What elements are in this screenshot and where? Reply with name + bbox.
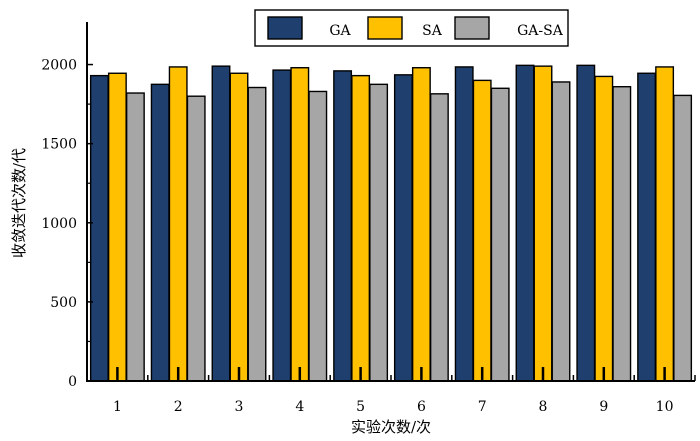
y-ticks: 0 500 1000 1500 2000 (41, 58, 93, 390)
bar-sa-2 (168, 66, 188, 382)
bar-sa-6 (411, 67, 431, 382)
x-tick-label-4: 4 (295, 399, 304, 415)
bar-ga-1 (89, 74, 109, 382)
bar-ga-5 (333, 70, 353, 382)
bar-ga-sa-3 (247, 86, 267, 382)
legend-label-ga-sa: GA-SA (517, 23, 564, 39)
x-axis-label: 实验次数/次 (351, 418, 431, 436)
legend-swatch-ga (267, 16, 303, 40)
y-tick-label: 2000 (41, 58, 77, 74)
bar-ga-9 (576, 64, 596, 382)
bar-ga-sa-6 (429, 93, 449, 382)
bar-sa-7 (472, 79, 492, 382)
bar-ga-sa-7 (490, 87, 510, 382)
x-tick-label-9: 9 (599, 399, 608, 415)
bar-ga-sa-10 (673, 94, 693, 382)
bar-ga-7 (454, 66, 474, 382)
bar-sa-8 (533, 65, 553, 382)
x-tick-label-5: 5 (356, 399, 365, 415)
bar-ga-2 (150, 83, 170, 382)
x-tick-label-2: 2 (174, 399, 183, 415)
x-tick-label-8: 8 (539, 399, 548, 415)
bar-ga-sa-8 (551, 81, 571, 382)
bar-sa-1 (107, 72, 127, 382)
bar-ga-4 (272, 69, 292, 382)
bar-ga-8 (515, 64, 535, 382)
x-ticks: 1 2 3 4 5 6 7 8 9 10 (86, 367, 696, 415)
legend-swatch-sa (367, 16, 403, 40)
bar-ga-3 (211, 65, 231, 382)
bar-ga-sa-2 (186, 95, 206, 382)
bar-sa-3 (229, 72, 249, 382)
x-tick-label-7: 7 (478, 399, 487, 415)
y-axis-label: 收敛迭代次数/代 (10, 148, 28, 258)
x-tick-label-10: 10 (656, 399, 674, 415)
bar-sa-10 (655, 66, 675, 382)
y-tick-label: 500 (50, 295, 77, 311)
bar-ga-sa-9 (612, 86, 632, 382)
bar-ga-sa-4 (308, 90, 328, 382)
bars-layer (89, 64, 693, 382)
legend-swatch-ga-sa (454, 16, 490, 40)
legend-label-ga: GA (329, 23, 351, 39)
bar-ga-sa-1 (125, 92, 145, 382)
y-tick-label: 1500 (41, 137, 77, 153)
bar-sa-9 (594, 75, 614, 382)
x-tick-label-1: 1 (113, 399, 122, 415)
legend: GA SA GA-SA (254, 9, 569, 47)
bar-sa-4 (290, 67, 310, 382)
bar-ga-6 (393, 74, 413, 382)
x-tick-label-3: 3 (235, 399, 244, 415)
y-tick-label: 1000 (41, 216, 77, 232)
legend-box (254, 9, 569, 47)
bar-sa-5 (351, 74, 371, 382)
bar-ga-sa-5 (369, 83, 389, 382)
x-tick-label-6: 6 (417, 399, 426, 415)
legend-label-sa: SA (422, 23, 443, 39)
bar-ga-10 (637, 72, 657, 382)
y-tick-label: 0 (68, 374, 77, 390)
